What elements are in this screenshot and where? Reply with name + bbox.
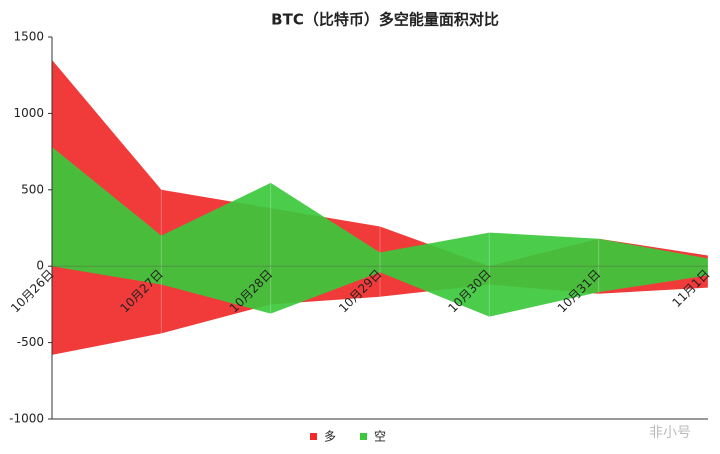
- legend-swatch: [310, 433, 317, 440]
- watermark: 非小号: [649, 425, 691, 441]
- legend-swatch: [360, 433, 367, 440]
- y-tick-label: 1000: [13, 106, 44, 120]
- chart-title: BTC（比特币）多空能量面积对比: [271, 11, 499, 29]
- y-tick-label: 0: [36, 259, 44, 273]
- x-tick-label: 10月26日: [8, 267, 56, 315]
- y-tick-label: 1500: [13, 30, 44, 44]
- y-tick-label: -500: [17, 335, 44, 349]
- band-area: [52, 147, 708, 317]
- legend-label: 空: [374, 430, 386, 444]
- y-tick-label: 500: [21, 182, 44, 196]
- legend-label: 多: [324, 430, 336, 444]
- y-tick-label: -1000: [9, 412, 44, 426]
